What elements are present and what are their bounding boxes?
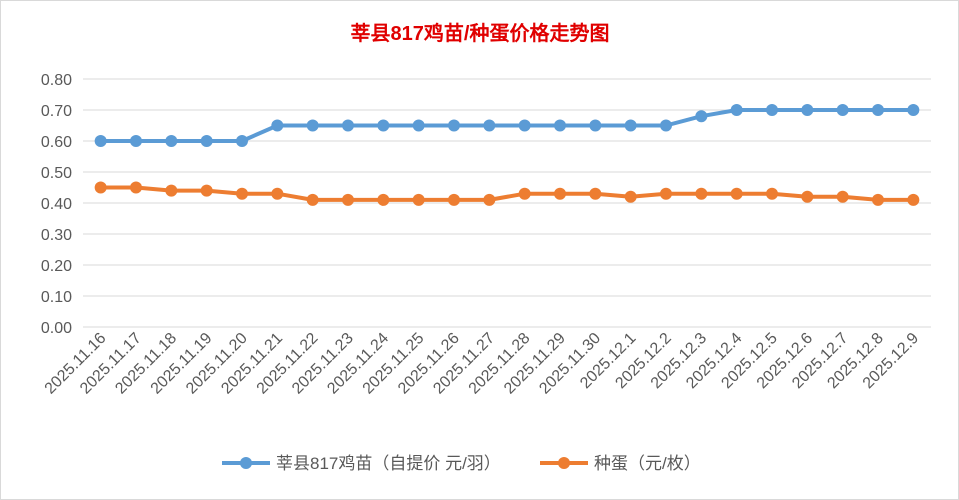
data-point: [165, 135, 178, 147]
data-point: [907, 104, 920, 116]
data-point: [836, 104, 849, 116]
data-point: [589, 187, 602, 200]
gridlines: [83, 78, 931, 328]
y-tick-label: 0.50: [41, 165, 72, 182]
data-point: [554, 119, 566, 132]
data-point: [94, 181, 107, 194]
legend-marker-1: [558, 457, 570, 469]
data-point: [236, 135, 248, 147]
data-point: [907, 193, 920, 206]
y-tick-label: 0.20: [41, 258, 72, 275]
data-point: [730, 104, 743, 116]
chart-title: 莘县817鸡苗/种蛋价格走势图: [351, 21, 610, 45]
legend-label-1: 种蛋（元/枚）: [594, 454, 701, 473]
data-point: [589, 119, 602, 132]
y-axis-ticks: 0.00 0.10 0.20 0.30 0.40 0.50 0.60 0.70 0.80: [41, 72, 72, 337]
data-point: [130, 181, 142, 194]
y-tick-label: 0.40: [41, 196, 72, 213]
y-tick-label: 0.00: [41, 320, 72, 337]
data-point: [766, 104, 778, 116]
data-point: [872, 193, 884, 206]
data-point: [660, 119, 672, 132]
data-point: [412, 119, 425, 132]
data-point: [306, 119, 319, 132]
legend: 莘县817鸡苗（自提价 元/羽） 种蛋（元/枚）: [222, 454, 701, 473]
data-point: [165, 184, 178, 197]
data-point: [695, 110, 708, 123]
data-point: [624, 119, 637, 132]
data-point: [766, 187, 778, 200]
data-point: [730, 187, 743, 200]
data-point: [660, 187, 672, 200]
data-point: [518, 119, 531, 132]
data-point: [801, 190, 814, 203]
data-point: [518, 187, 531, 200]
data-point: [200, 184, 213, 197]
data-point: [836, 190, 849, 203]
data-point: [271, 119, 284, 132]
data-point: [412, 193, 425, 206]
data-point: [200, 135, 213, 147]
series-line-1: [100, 185, 914, 202]
y-tick-label: 0.60: [41, 134, 72, 151]
data-point: [94, 135, 107, 147]
data-point: [483, 119, 496, 132]
data-point: [483, 193, 496, 206]
legend-marker-0: [240, 457, 252, 469]
data-point: [448, 119, 460, 132]
data-point: [306, 193, 319, 206]
data-point: [448, 193, 460, 206]
data-point: [342, 193, 354, 206]
data-point: [695, 187, 708, 200]
legend-label-0: 莘县817鸡苗（自提价 元/羽）: [276, 454, 501, 473]
y-tick-label: 0.80: [41, 72, 72, 89]
data-point: [377, 119, 390, 132]
x-axis-ticks: 2025.11.162025.11.172025.11.182025.11.19…: [42, 330, 923, 398]
data-point: [130, 135, 142, 147]
data-point: [236, 187, 248, 200]
data-point: [624, 190, 637, 203]
y-tick-label: 0.70: [41, 103, 72, 120]
data-point: [872, 104, 884, 116]
data-point: [377, 193, 390, 206]
y-tick-label: 0.30: [41, 227, 72, 244]
data-point: [342, 119, 354, 132]
series-group: [94, 104, 920, 206]
y-tick-label: 0.10: [41, 289, 72, 306]
series-line-0: [100, 108, 914, 143]
data-point: [271, 187, 284, 200]
data-point: [554, 187, 566, 200]
data-point: [801, 104, 814, 116]
